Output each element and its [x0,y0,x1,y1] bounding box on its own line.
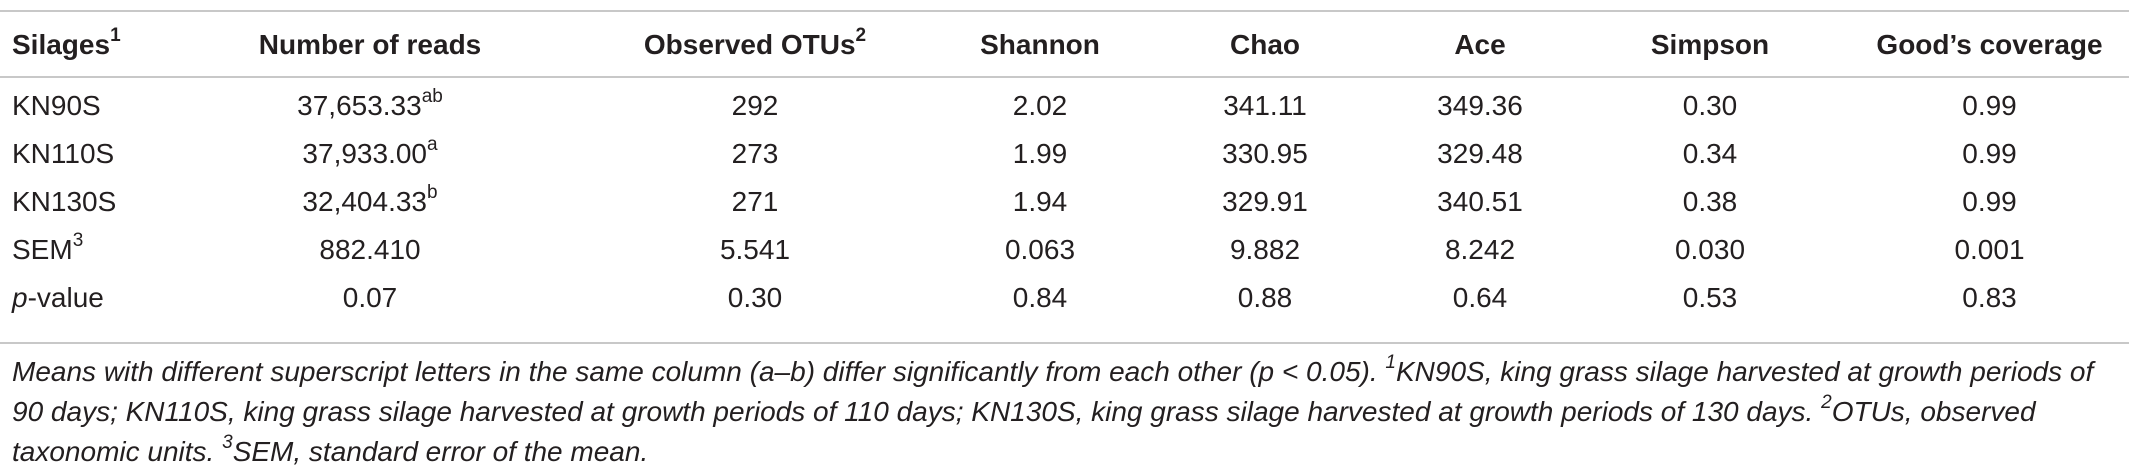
top-rule [0,10,2129,12]
cell-goods: 0.99 [1962,186,2017,217]
row-label: KN130S [12,186,117,217]
cell-chao: 329.91 [1222,186,1308,217]
bottom-rule [0,342,2129,344]
cell-goods: 0.001 [1954,234,2025,265]
cell-reads: 37,653.33ab [297,85,443,121]
cell-shannon: 1.94 [1012,186,1068,217]
cell-ace: 340.51 [1437,186,1523,217]
cell-ace: 0.64 [1452,282,1508,313]
col-header-simpson: Simpson [1650,29,1770,60]
table-row: SEM3 882.410 5.541 0.063 9.882 8.242 0.0… [0,226,2129,274]
cell-shannon: 0.84 [1012,282,1068,313]
cell-reads: 32,404.33b [302,181,438,217]
col-header-reads: Number of reads [258,29,482,60]
col-header-ace: Ace [1454,29,1506,60]
cell-ace: 349.36 [1437,90,1523,121]
cell-simpson: 0.34 [1682,138,1738,169]
cell-ace: 329.48 [1437,138,1523,169]
col-header-shannon: Shannon [980,29,1100,60]
cell-goods: 0.99 [1962,90,2017,121]
cell-simpson: 0.030 [1674,234,1746,265]
table-row: KN130S 32,404.33b 271 1.94 329.91 340.51… [0,178,2129,226]
cell-reads: 37,933.00a [302,133,438,169]
table-row: KN110S 37,933.00a 273 1.99 330.95 329.48… [0,130,2129,178]
cell-chao: 0.88 [1237,282,1293,313]
row-label: p-value [12,282,104,313]
row-label: SEM3 [12,229,84,265]
table-row: KN90S 37,653.33ab 292 2.02 341.11 349.36… [0,76,2129,130]
cell-otus: 5.541 [719,234,791,265]
table-footnote: Means with different superscript letters… [12,351,2094,467]
cell-otus: 271 [731,186,779,217]
header-row: Silages1 Number of reads Observed OTUs2 … [0,14,2129,76]
col-header-chao: Chao [1230,29,1300,60]
row-label: KN110S [12,138,115,169]
cell-shannon: 1.99 [1012,138,1068,169]
cell-reads: 882.410 [319,234,421,265]
cell-shannon: 0.063 [1004,234,1076,265]
cell-chao: 330.95 [1222,138,1308,169]
cell-otus: 0.30 [727,282,783,313]
row-label: KN90S [12,90,101,121]
cell-goods: 0.99 [1962,138,2017,169]
cell-goods: 0.83 [1962,282,2017,313]
cell-shannon: 2.02 [1012,90,1068,121]
silage-alpha-diversity-table: Silages1 Number of reads Observed OTUs2 … [0,14,2129,322]
cell-chao: 9.882 [1229,234,1301,265]
cell-simpson: 0.53 [1682,282,1738,313]
cell-ace: 8.242 [1444,234,1516,265]
header-rule [0,76,2129,78]
table-row-pvalue: p-value 0.07 0.30 0.84 0.88 0.64 0.53 0.… [0,274,2129,322]
cell-otus: 273 [731,138,779,169]
cell-simpson: 0.38 [1682,186,1738,217]
col-header-goods-coverage: Good’s coverage [1876,29,2103,60]
cell-simpson: 0.30 [1682,90,1738,121]
col-header-otus: Observed OTUs2 [643,24,867,60]
cell-reads: 0.07 [342,282,398,313]
col-header-silages: Silages1 [12,24,121,60]
cell-otus: 292 [731,90,779,121]
cell-chao: 341.11 [1223,90,1307,121]
